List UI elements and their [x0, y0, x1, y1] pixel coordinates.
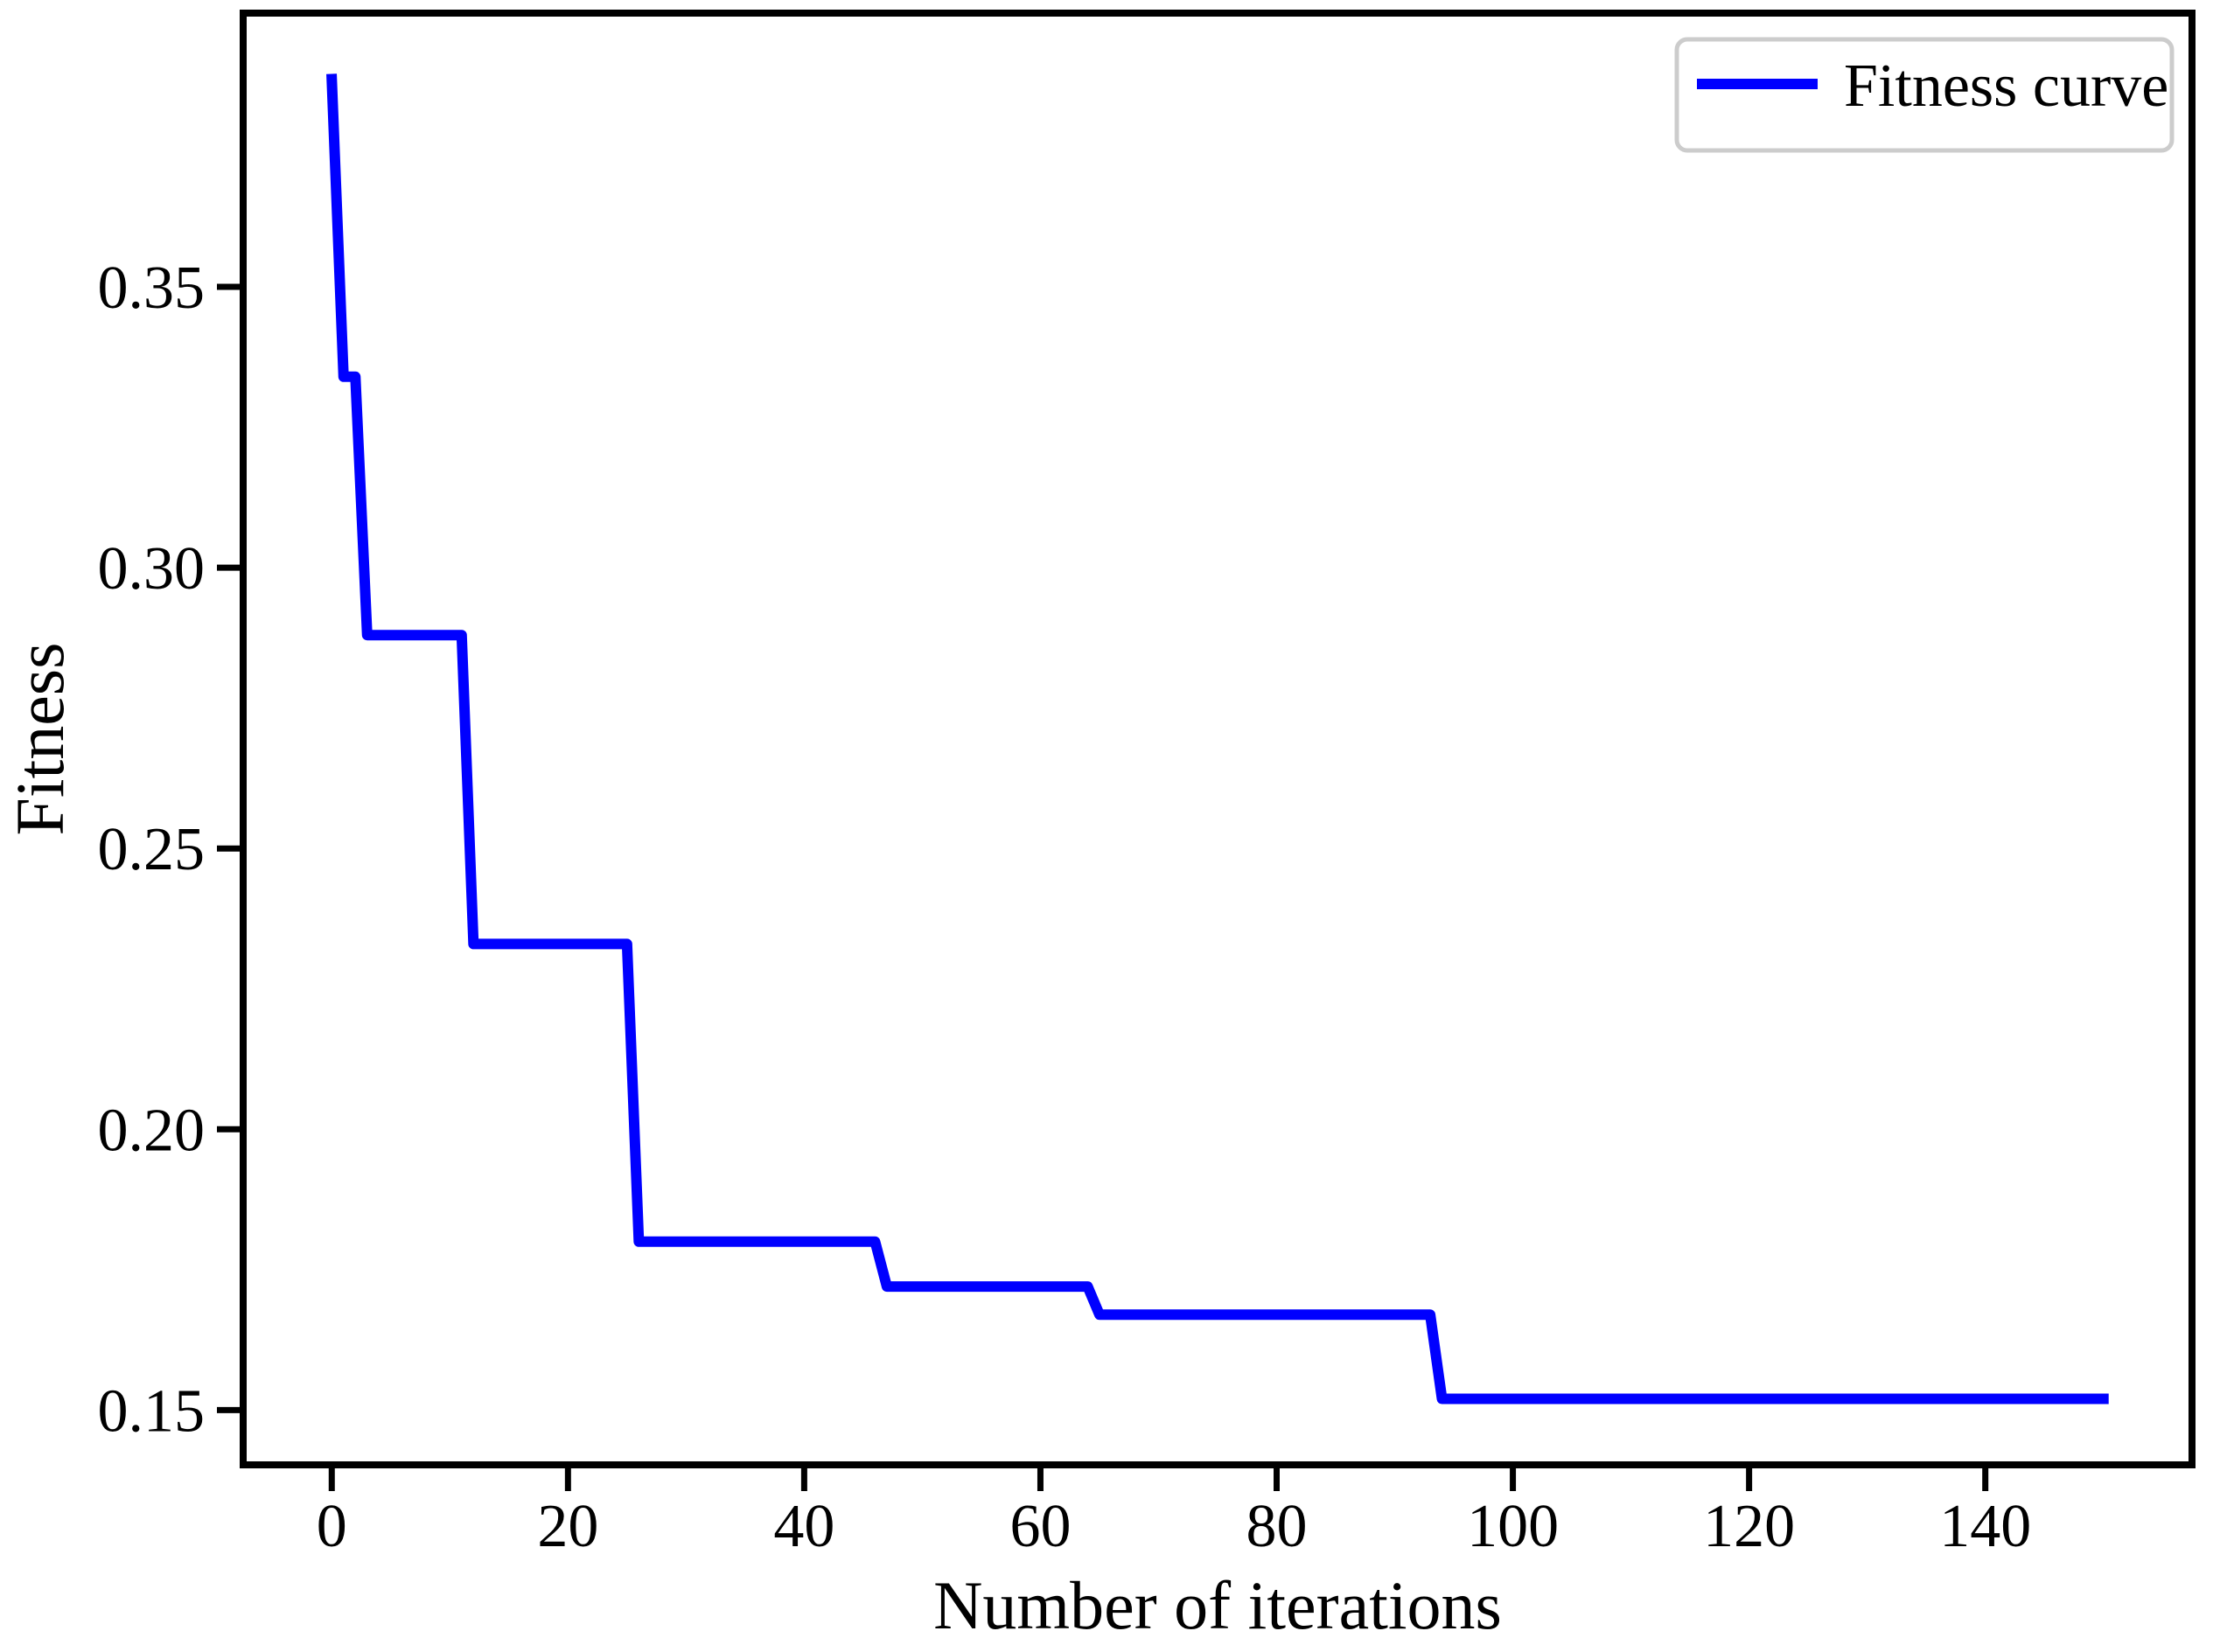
- y-axis-ticks: 0.35 0.30 0.25 0.20 0.15: [98, 254, 243, 1445]
- x-axis-ticks: 0 20 40 60 80 100 120 140: [317, 1465, 2031, 1560]
- x-tick-label: 0: [317, 1493, 347, 1560]
- x-tick-label: 100: [1467, 1493, 1559, 1560]
- x-tick-label: 80: [1246, 1493, 1308, 1560]
- y-tick-label: 0.20: [98, 1097, 206, 1164]
- x-tick-label: 120: [1703, 1493, 1795, 1560]
- x-tick-label: 40: [773, 1493, 834, 1560]
- y-tick-label: 0.35: [98, 254, 206, 322]
- x-tick-label: 20: [537, 1493, 598, 1560]
- x-axis-label: Number of iterations: [933, 1567, 1502, 1643]
- y-tick-label: 0.25: [98, 816, 206, 883]
- y-tick-label: 0.15: [98, 1377, 206, 1445]
- x-tick-label: 140: [1939, 1493, 2031, 1560]
- fitness-curve-line: [326, 73, 2109, 1405]
- legend-label: Fitness curve: [1844, 52, 2168, 120]
- legend: Fitness curve: [1674, 37, 2175, 153]
- y-axis-label: Fitness: [2, 642, 78, 835]
- y-tick-label: 0.30: [98, 535, 206, 603]
- legend-box: [1674, 37, 2175, 153]
- x-tick-label: 60: [1009, 1493, 1071, 1560]
- plot-border: [240, 10, 2196, 1468]
